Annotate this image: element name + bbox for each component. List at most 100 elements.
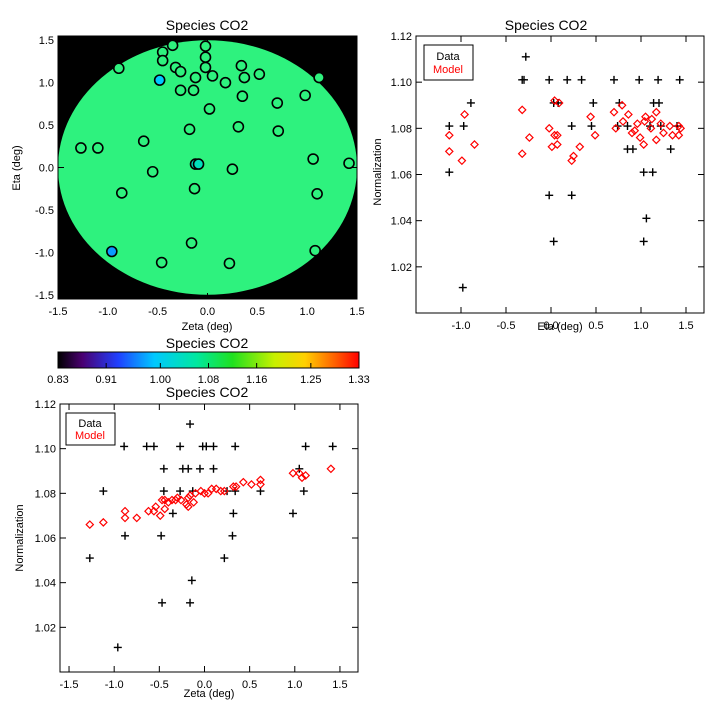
eta-model-point [618,116,628,126]
map-point [75,142,87,154]
zeta-xtick-label: 0.0 [197,679,212,691]
eta-data-point [577,75,586,84]
zeta-model-point [183,493,193,503]
eta-model-point [635,133,645,143]
map-point [206,70,219,82]
zeta-legend-box [65,412,116,446]
map-point [313,71,325,84]
map-point [189,71,202,84]
eta-model-point [668,130,677,140]
eta-data-point [458,283,467,292]
eta-model-point [651,135,661,145]
zeta-legend-data: Data [78,418,102,430]
zeta-data-point [195,464,204,473]
zeta-ytick-label: 1.02 [35,622,56,634]
eta-model-point [656,119,666,129]
eta-model-point [611,123,621,133]
eta-axes: -1.0 -0.5 0.0 0.5 1.0 1.5 1.02 1.04 1.06 1.08 1.10… [391,31,704,332]
zeta-model-point [231,482,241,492]
eta-xtick-label: 0.0 [543,320,558,332]
zeta-model-point [219,486,229,496]
map-ytick-label: 0.5 [39,120,54,132]
eta-model-point [627,128,637,138]
zeta-xtick-label: 0.5 [242,679,257,691]
map-xtick-label: -1.0 [98,306,117,318]
eta-data-point [549,237,558,246]
eta-legend-model: Model [433,64,463,76]
zeta-data-point [168,509,177,518]
zeta-data-point [121,531,130,540]
zeta-series [85,420,337,652]
map-point [199,40,212,52]
eta-xtick-label: 1.0 [633,320,648,332]
eta-legend-box [423,44,474,81]
map-axes: -1.5 -1.0 -0.5 0.0 0.5 1.0 1.5 -1.5 -1.0 -0.5 0.0 0… [35,35,365,318]
map-point [115,187,128,199]
zeta-ytick-label: 1.04 [35,578,56,590]
colorbar-tick-label: 1.16 [246,374,267,386]
eta-ytick-label: 1.04 [391,216,412,228]
map-point [192,158,205,170]
zeta-model-point [120,513,130,523]
eta-data-point [589,98,598,107]
zeta-model-point [256,479,265,489]
colorbar-tick-label: 0.83 [47,374,68,386]
eta-data-point [445,168,454,177]
zeta-model-point [203,488,213,498]
eta-xlabel: Eta (deg) [537,321,582,333]
eta-data-point [466,98,475,107]
map-point [137,135,150,147]
map-point [343,157,355,170]
map-point [166,39,179,52]
map-point [188,182,201,195]
eta-frame [415,35,705,314]
eta-model-point [524,133,534,143]
map-point [236,90,249,103]
map-xtick-label: 1.5 [349,306,364,318]
eta-data-point [521,52,530,61]
zeta-model-point [155,511,165,521]
eta-data-point [445,122,454,131]
eta-model-point [550,96,560,106]
zeta-data-point [209,464,218,473]
zeta-data-point [184,464,193,473]
eta-model-point [460,110,470,119]
eta-model-point [659,128,668,138]
zeta-model-point [216,486,226,496]
eta-data-point [545,75,554,84]
zeta-model-point [183,502,193,512]
map-xtick-label: -1.5 [49,306,68,318]
eta-data-point [567,122,576,131]
zeta-ytick-label: 1.12 [35,399,56,411]
zeta-model-point [297,473,307,483]
map-point [155,256,168,269]
zeta-model-point [176,495,186,505]
colorbar-tick-label: 1.08 [198,374,219,386]
zeta-legend: Data Model [65,412,116,446]
zeta-xtick-label: -0.5 [150,679,169,691]
zeta-data-point [220,554,229,563]
eta-model-point [552,140,562,149]
map-point [226,163,239,175]
map-point [238,71,251,84]
eta-model-point [676,123,686,133]
eta-model-point [623,110,633,119]
map-point [156,54,169,67]
zeta-xtick-label: -1.5 [60,679,79,691]
eta-xtick-label: 1.5 [678,320,693,332]
eta-model-point [646,123,656,133]
zeta-data-point [328,442,337,451]
zeta-model-point [288,468,298,478]
zeta-data-point [176,442,185,451]
zeta-data-point [149,442,158,451]
eta-data-point [563,75,572,84]
map-point [203,103,216,115]
eta-data-point [655,98,663,107]
zeta-data-point [301,442,310,451]
eta-data-point [610,75,618,84]
zeta-data-point [228,531,237,540]
zeta-model-point [191,488,200,498]
colorbar-panel: Species CO2 0.83 0.91 1.00 1.08 1.16 1.25 1.33 [47,335,369,386]
eta-series [444,52,686,292]
